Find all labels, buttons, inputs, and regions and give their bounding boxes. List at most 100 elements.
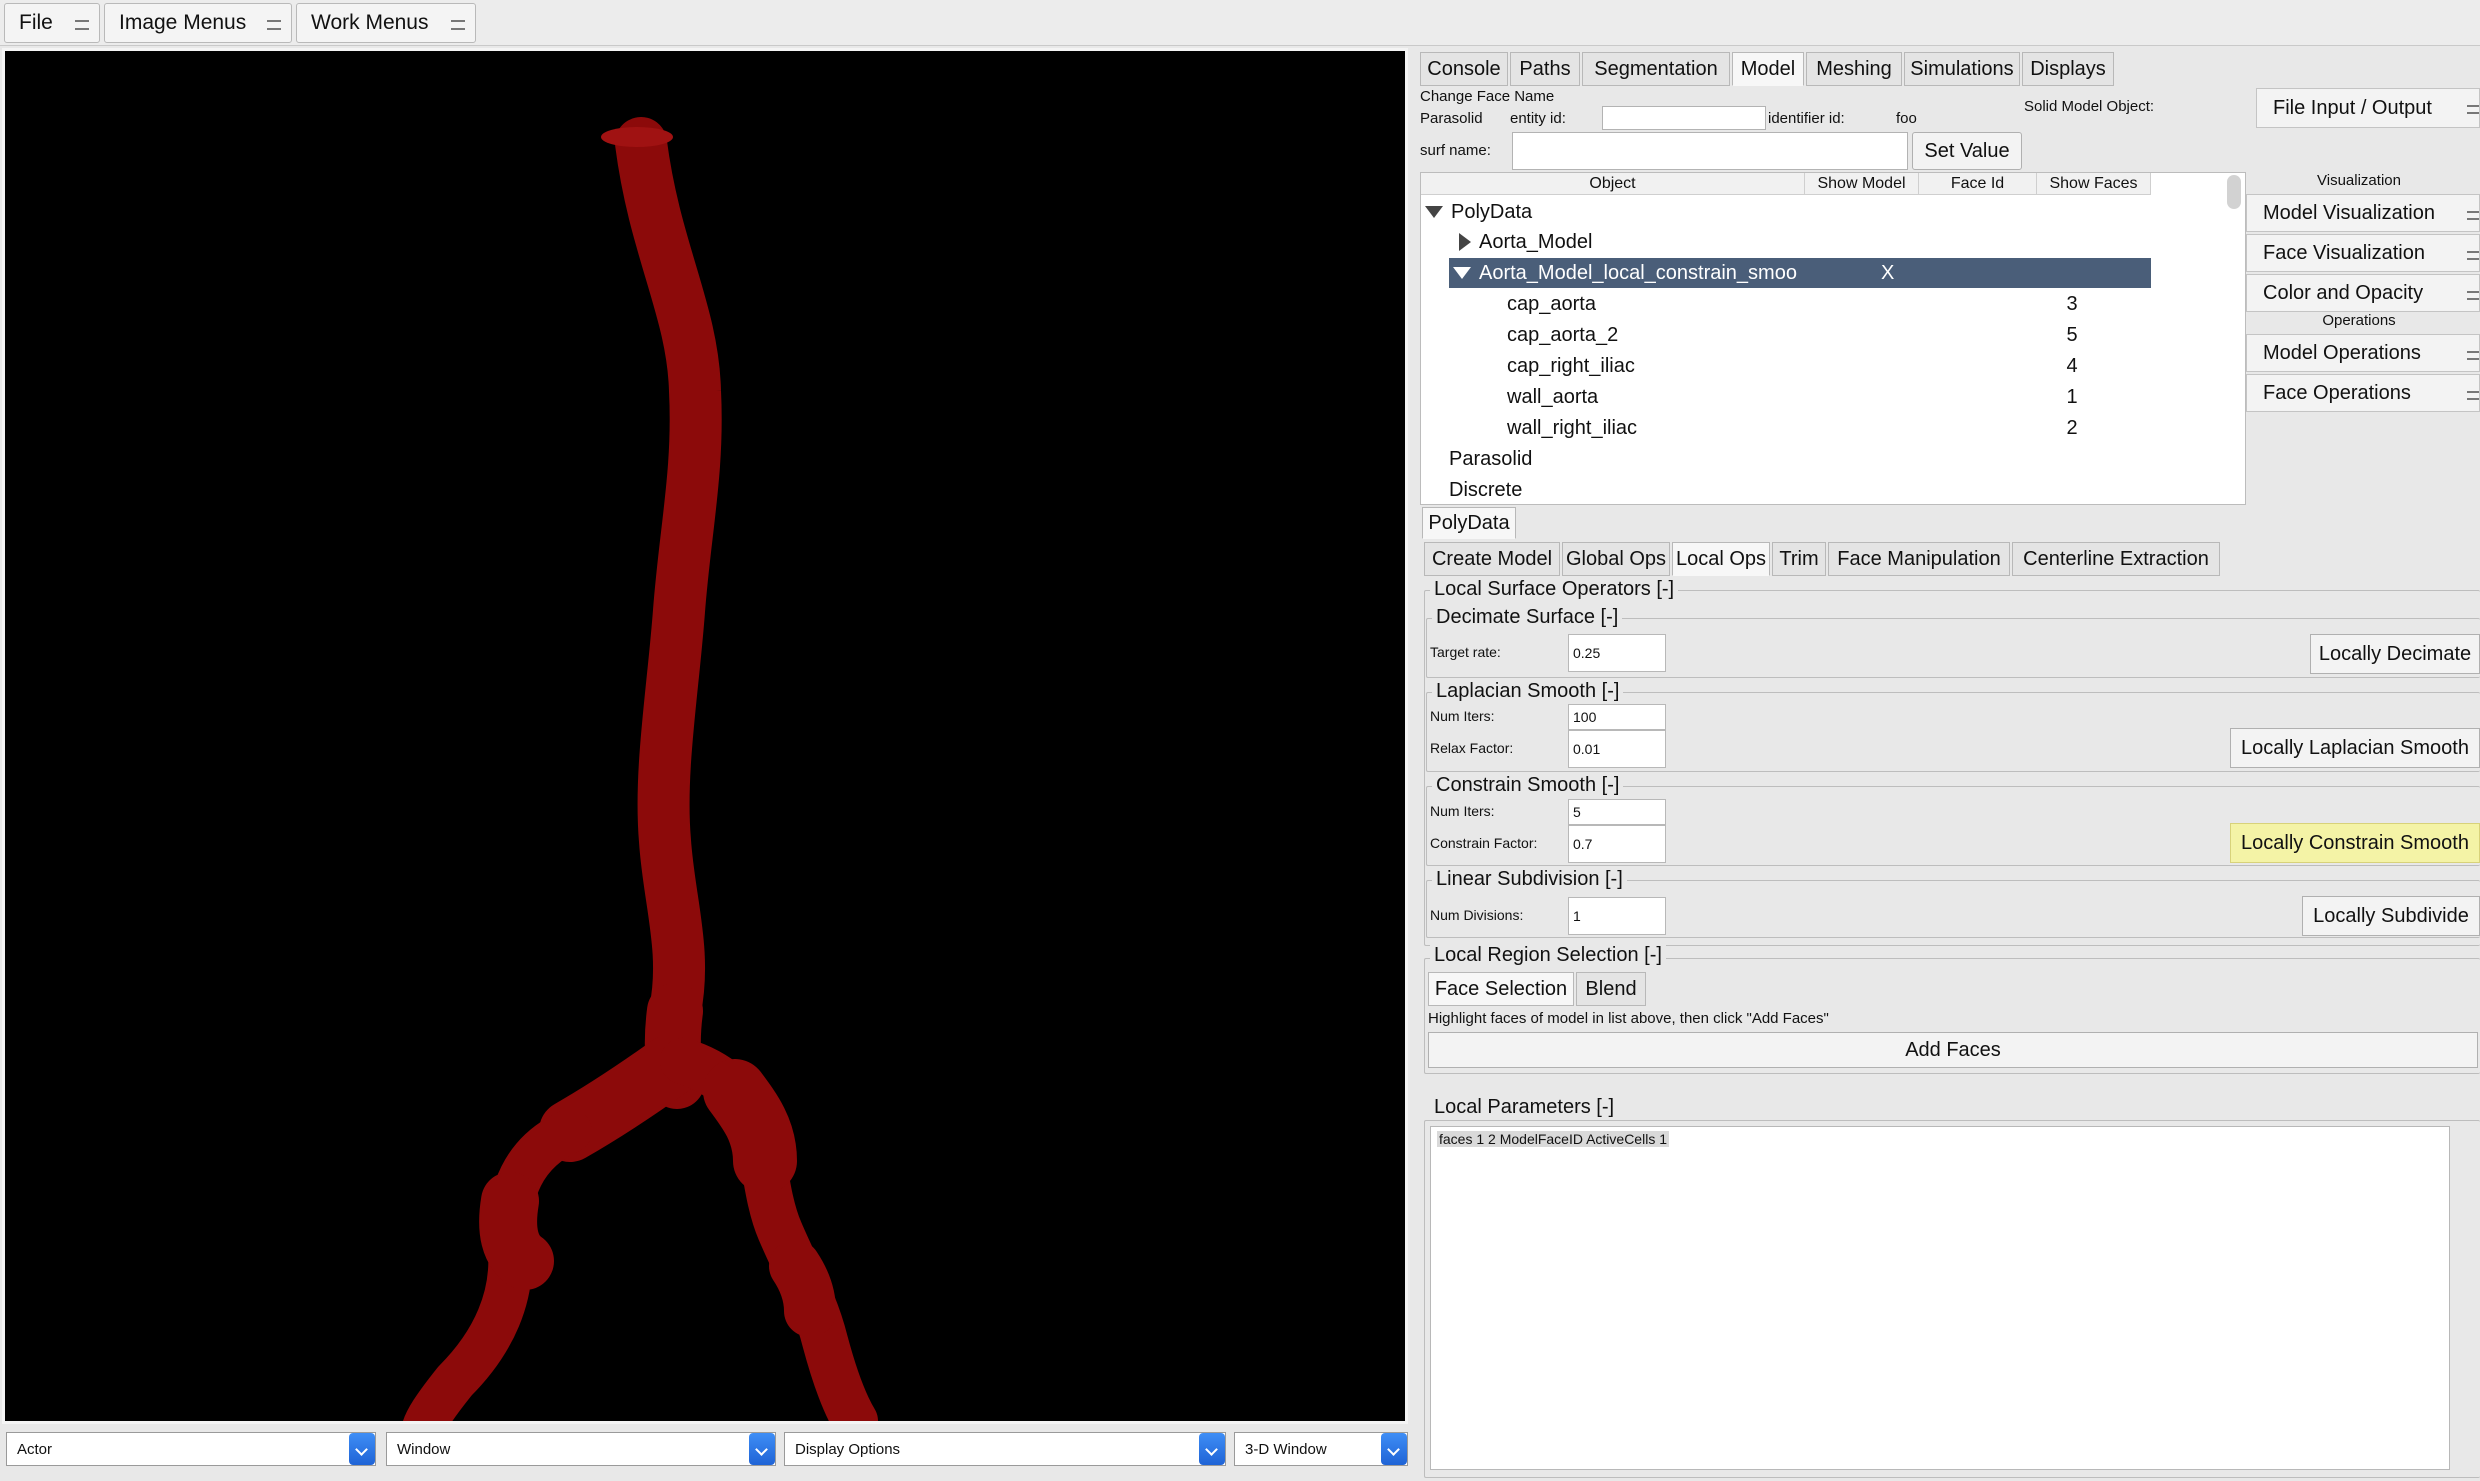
num-divisions-field[interactable]: 1 <box>1568 897 1666 935</box>
subdivision-title[interactable]: Linear Subdivision [-] <box>1432 868 1627 891</box>
actor-select[interactable]: Actor <box>6 1432 376 1466</box>
window-type-value: 3-D Window <box>1245 1440 1327 1458</box>
entity-id-field[interactable] <box>1602 106 1766 130</box>
tree-label: Discrete <box>1449 478 1523 501</box>
tab-simulations[interactable]: Simulations <box>1904 52 2020 86</box>
tree-scrollbar[interactable] <box>2227 175 2241 209</box>
tab-blend[interactable]: Blend <box>1576 972 1646 1006</box>
model-operations-button[interactable]: Model Operations <box>2246 334 2480 372</box>
column-show-model[interactable]: Show Model <box>1805 173 1919 195</box>
local-parameters-text: faces 1 2 ModelFaceID ActiveCells 1 <box>1437 1131 1669 1147</box>
surf-name-field[interactable] <box>1512 132 1908 170</box>
relax-factor-field[interactable]: 0.01 <box>1568 730 1666 768</box>
constrain-iters-field[interactable]: 5 <box>1568 799 1666 825</box>
tree-row-face[interactable]: wall_right_iliac 2 <box>1507 413 2147 443</box>
face-visualization-button[interactable]: Face Visualization <box>2246 234 2480 272</box>
locally-laplacian-smooth-button[interactable]: Locally Laplacian Smooth <box>2230 728 2480 768</box>
tab-model[interactable]: Model <box>1732 52 1804 86</box>
color-opacity-label: Color and Opacity <box>2263 281 2424 304</box>
constrain-factor-field[interactable]: 0.7 <box>1568 825 1666 863</box>
tree-row-face[interactable]: wall_aorta 1 <box>1507 382 2147 412</box>
tab-global-ops[interactable]: Global Ops <box>1562 542 1670 576</box>
tab-segmentation[interactable]: Segmentation <box>1582 52 1730 86</box>
local-parameters-group <box>1424 1120 2480 1478</box>
color-opacity-button[interactable]: Color and Opacity <box>2246 274 2480 312</box>
operations-header: Operations <box>2322 312 2396 329</box>
expand-triangle-icon[interactable] <box>1453 267 1471 279</box>
tab-face-selection[interactable]: Face Selection <box>1428 972 1574 1006</box>
tree-row-aorta-model[interactable]: Aorta_Model <box>1459 227 1592 257</box>
face-operations-button[interactable]: Face Operations <box>2246 374 2480 412</box>
work-menus-menu[interactable]: Work Menus <box>296 3 476 43</box>
tab-console[interactable]: Console <box>1420 52 1508 86</box>
column-show-faces[interactable]: Show Faces <box>2037 173 2151 195</box>
button-label: Locally Constrain Smooth <box>2241 831 2469 854</box>
tab-paths[interactable]: Paths <box>1510 52 1580 86</box>
decimate-group <box>1426 618 2480 678</box>
local-surface-operators-title[interactable]: Local Surface Operators [-] <box>1430 578 1679 601</box>
menu-bar: File Image Menus Work Menus <box>0 0 2480 46</box>
3d-viewport[interactable] <box>2 48 1408 1424</box>
tree-label: Parasolid <box>1449 447 1533 470</box>
tree-row-face[interactable]: cap_aorta 3 <box>1507 289 2147 319</box>
window-select[interactable]: Window <box>386 1432 776 1466</box>
object-tree[interactable]: Object Show Model Face Id Show Faces Pol… <box>1420 172 2246 505</box>
laplacian-iters-field[interactable]: 100 <box>1568 704 1666 730</box>
laplacian-iters-label: Num Iters: <box>1430 708 1495 724</box>
menu-dash-icon <box>2467 291 2479 300</box>
menu-dash-icon <box>2467 391 2479 400</box>
button-label: Locally Decimate <box>2318 642 2472 665</box>
constrain-title[interactable]: Constrain Smooth [-] <box>1432 774 1624 797</box>
locally-subdivide-button[interactable]: Locally Subdivide <box>2302 896 2480 936</box>
locally-constrain-smooth-button[interactable]: Locally Constrain Smooth <box>2230 823 2480 863</box>
window-type-select[interactable]: 3-D Window <box>1234 1432 1408 1466</box>
column-face-id[interactable]: Face Id <box>1919 173 2037 195</box>
constrain-factor-label: Constrain Factor: <box>1430 835 1538 851</box>
tab-polydata[interactable]: PolyData <box>1422 507 1516 539</box>
column-object[interactable]: Object <box>1421 173 1805 195</box>
chevron-down-icon <box>1199 1433 1225 1465</box>
expand-triangle-icon[interactable] <box>1425 206 1443 218</box>
file-input-output-button[interactable]: File Input / Output <box>2256 88 2480 128</box>
face-id: 2 <box>2066 416 2078 439</box>
set-value-button[interactable]: Set Value <box>1912 132 2022 170</box>
target-rate-field[interactable]: 0.25 <box>1568 634 1666 672</box>
tab-displays[interactable]: Displays <box>2022 52 2114 86</box>
local-parameters-textarea[interactable]: faces 1 2 ModelFaceID ActiveCells 1 <box>1430 1126 2450 1470</box>
tab-centerline-extraction[interactable]: Centerline Extraction <box>2012 542 2220 576</box>
locally-decimate-button[interactable]: Locally Decimate <box>2310 634 2480 674</box>
tab-label: Displays <box>2030 57 2106 80</box>
local-region-title[interactable]: Local Region Selection [-] <box>1430 944 1666 967</box>
tab-local-ops[interactable]: Local Ops <box>1672 542 1770 576</box>
tree-row-discrete[interactable]: Discrete <box>1449 475 1523 504</box>
tab-create-model[interactable]: Create Model <box>1424 542 1560 576</box>
laplacian-title[interactable]: Laplacian Smooth [-] <box>1432 680 1624 703</box>
tree-row-parasolid[interactable]: Parasolid <box>1449 444 1532 474</box>
tab-face-manipulation[interactable]: Face Manipulation <box>1828 542 2010 576</box>
local-parameters-title[interactable]: Local Parameters [-] <box>1430 1096 1619 1119</box>
tab-label: Face Selection <box>1434 977 1568 1000</box>
decimate-title[interactable]: Decimate Surface [-] <box>1432 606 1623 629</box>
display-options-select[interactable]: Display Options <box>784 1432 1226 1466</box>
add-faces-button[interactable]: Add Faces <box>1428 1032 2478 1068</box>
face-name: cap_aorta_2 <box>1507 323 1619 346</box>
model-operations-label: Model Operations <box>2263 341 2421 364</box>
tree-row-selected-model[interactable]: Aorta_Model_local_constrain_smoo X <box>1449 258 2151 288</box>
tab-meshing[interactable]: Meshing <box>1806 52 1902 86</box>
tree-label: Aorta_Model <box>1479 230 1593 253</box>
constrain-group <box>1426 786 2480 866</box>
tree-row-face[interactable]: cap_aorta_2 5 <box>1507 320 2147 350</box>
face-visualization-label: Face Visualization <box>2263 241 2425 264</box>
model-visualization-button[interactable]: Model Visualization <box>2246 194 2480 232</box>
laplacian-group <box>1426 692 2480 772</box>
image-menus-menu[interactable]: Image Menus <box>104 3 292 43</box>
tree-row-polydata[interactable]: PolyData <box>1425 197 1532 227</box>
collapse-triangle-icon[interactable] <box>1459 233 1471 251</box>
tab-trim[interactable]: Trim <box>1772 542 1826 576</box>
tab-label: Local Ops <box>1675 547 1767 570</box>
file-menu[interactable]: File <box>4 3 100 43</box>
show-model-mark[interactable]: X <box>1881 261 1895 284</box>
tree-row-face[interactable]: cap_right_iliac 4 <box>1507 351 2147 381</box>
tab-label: Console <box>1427 57 1501 80</box>
chevron-down-icon <box>749 1433 775 1465</box>
